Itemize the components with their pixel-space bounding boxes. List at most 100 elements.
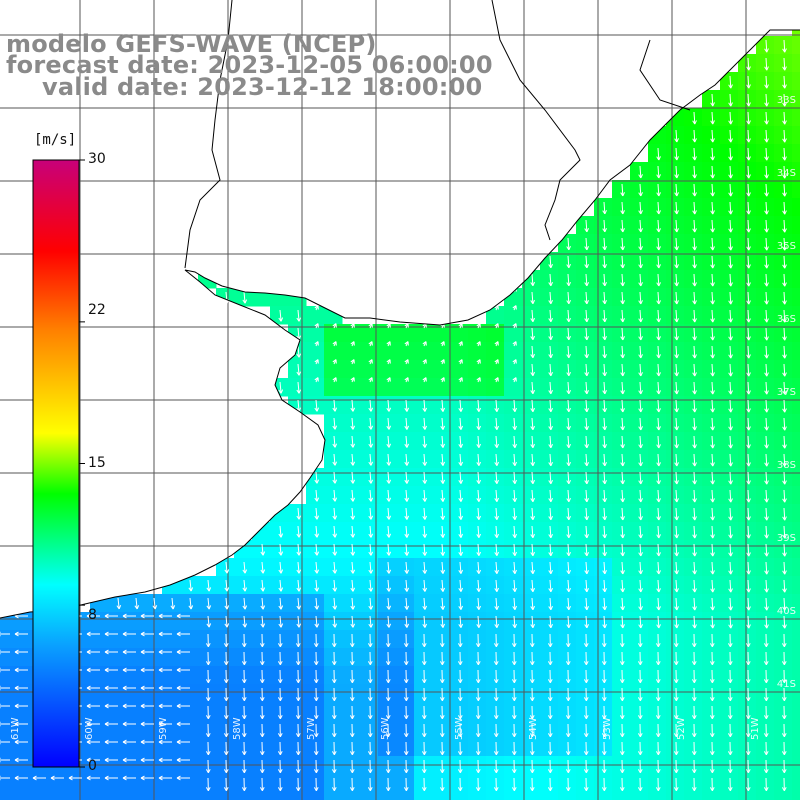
wind-arrow (122, 667, 136, 673)
wind-cell (792, 684, 800, 703)
wind-cell (738, 126, 757, 145)
wind-arrow (692, 183, 697, 197)
wind-arrow (122, 703, 136, 709)
wind-arrow (674, 417, 679, 431)
wind-arrow (710, 255, 715, 269)
wind-cell (612, 648, 631, 667)
wind-arrow (620, 561, 625, 575)
wind-cell (504, 486, 523, 505)
wind-cell (648, 792, 667, 800)
wind-cell (792, 36, 800, 55)
wind-arrow (692, 417, 697, 431)
lat-label-39s: 39S (776, 533, 796, 544)
wind-cell (432, 612, 451, 631)
wind-arrow (637, 687, 643, 702)
wind-cell (378, 558, 397, 577)
wind-cell (558, 540, 577, 559)
wind-cell (792, 666, 800, 685)
wind-cell (522, 468, 541, 487)
wind-arrow (620, 309, 625, 323)
wind-cell (576, 504, 595, 523)
wind-cell (666, 162, 685, 181)
wind-arrow (529, 723, 535, 738)
wind-arrow (746, 597, 751, 611)
wind-cell (396, 378, 415, 397)
wind-arrow (313, 669, 319, 684)
wind-arrow (764, 57, 769, 71)
wind-arrow (0, 649, 10, 655)
wind-cell (720, 342, 739, 361)
wind-arrow (709, 741, 715, 756)
wind-arrow (188, 273, 194, 286)
wind-cell (396, 396, 415, 415)
wind-arrow (691, 633, 697, 648)
wind-arrow (205, 687, 211, 702)
wind-cell (450, 630, 469, 649)
wind-arrow (278, 525, 284, 538)
wind-cell (630, 432, 649, 451)
wind-cell (792, 540, 800, 559)
wind-cell (396, 684, 415, 703)
wind-arrow (619, 687, 625, 702)
wind-arrow (368, 579, 374, 592)
wind-arrow (584, 381, 589, 395)
wind-arrow (728, 399, 733, 413)
wind-cell (432, 738, 451, 757)
wind-arrow (692, 381, 697, 395)
forecast-date: forecast date: 2023-12-05 06:00:00 (6, 51, 493, 79)
wind-arrow (350, 453, 356, 466)
wind-arrow (158, 721, 172, 727)
wind-arrow (637, 723, 643, 738)
wind-arrow (601, 741, 607, 756)
wind-arrow (332, 453, 338, 466)
wind-arrow (674, 525, 679, 539)
wind-cell (504, 666, 523, 685)
wind-arrow (205, 723, 211, 738)
wind-arrow (584, 615, 589, 629)
wind-arrow (104, 739, 118, 745)
lon-label-57w: 57W (306, 717, 317, 740)
wind-cell (540, 396, 559, 415)
wind-arrow (746, 525, 751, 539)
wind-arrow (566, 417, 571, 431)
wind-cell (270, 702, 289, 721)
wind-arrow (439, 759, 445, 774)
wind-cell (486, 324, 505, 343)
wind-cell (306, 396, 325, 415)
wind-cell (342, 648, 361, 667)
wind-cell (540, 540, 559, 559)
wind-arrow (710, 363, 715, 377)
wind-cell (486, 540, 505, 559)
wind-arrow (116, 597, 122, 610)
wind-cell (738, 378, 757, 397)
wind-arrow (728, 309, 733, 323)
wind-arrow (32, 775, 46, 781)
wind-cell (360, 774, 379, 793)
wind-cell (378, 648, 397, 667)
wind-cell (684, 108, 703, 127)
wind-cell (432, 702, 451, 721)
wind-cell (738, 630, 757, 649)
wind-arrow (638, 453, 643, 467)
wind-arrow (512, 489, 518, 503)
wind-cell (756, 108, 775, 127)
wind-cell (486, 630, 505, 649)
wind-arrow (350, 543, 356, 556)
wind-cell (738, 90, 757, 109)
wind-arrow (637, 669, 643, 684)
wind-cell (666, 594, 685, 613)
wind-cell (558, 630, 577, 649)
wind-arrow (223, 723, 229, 738)
wind-arrow (403, 651, 409, 666)
wind-cell (378, 684, 397, 703)
wind-arrow (782, 165, 787, 179)
wind-arrow (638, 489, 643, 503)
wind-cell (558, 684, 577, 703)
wind-cell (774, 342, 793, 361)
wind-cell (450, 792, 469, 800)
wind-arrow (140, 757, 154, 763)
wind-cell (792, 720, 800, 739)
wind-arrow (176, 703, 190, 709)
wind-cell (648, 216, 667, 235)
wind-cell (108, 702, 127, 721)
